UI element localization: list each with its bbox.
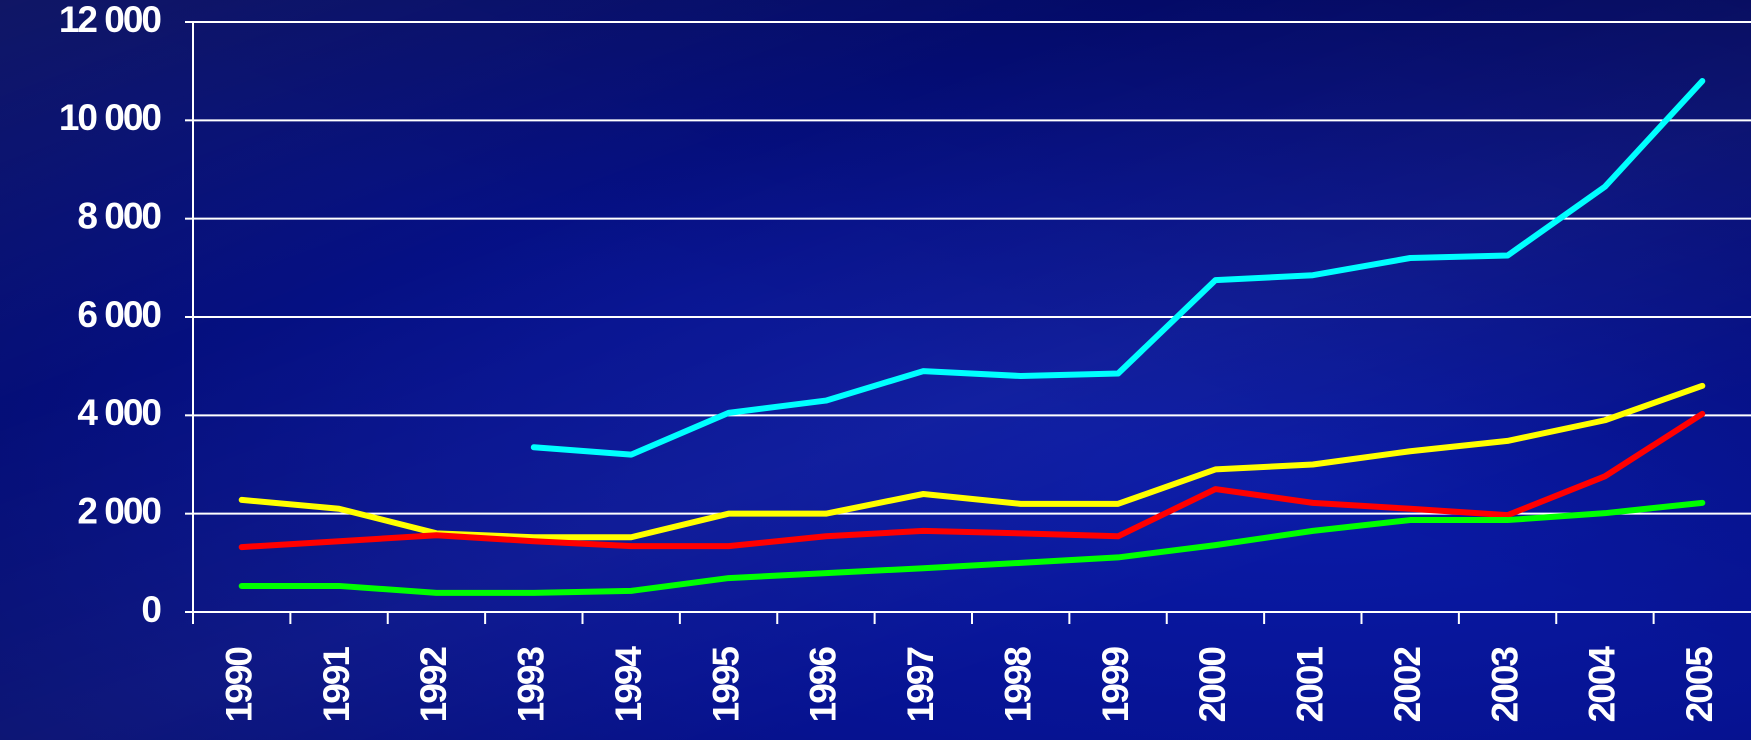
y-tick-label: 2 000 xyxy=(77,490,161,531)
x-tick-label: 2005 xyxy=(1679,647,1720,723)
series-line xyxy=(530,78,1706,458)
x-tick-label: 1997 xyxy=(900,648,941,723)
x-tick-label: 1996 xyxy=(803,647,844,723)
y-tick-label: 12 000 xyxy=(59,0,162,40)
x-tick-label: 1992 xyxy=(413,647,454,723)
x-tick-label: 2000 xyxy=(1192,647,1233,723)
x-tick-label: 2001 xyxy=(1290,647,1331,723)
y-tick-label: 8 000 xyxy=(77,195,161,236)
y-tick-label: 10 000 xyxy=(59,97,162,138)
x-tick-label: 2004 xyxy=(1582,646,1623,723)
x-tick-label: 1994 xyxy=(608,646,649,723)
y-tick-label: 4 000 xyxy=(77,392,161,433)
x-tick-label: 1995 xyxy=(705,647,746,723)
series-line xyxy=(238,410,1706,551)
x-tick-label: 2002 xyxy=(1387,647,1428,723)
x-tick-label: 1999 xyxy=(1095,647,1136,723)
x-tick-label: 1991 xyxy=(316,647,357,723)
x-tick-label: 2003 xyxy=(1484,647,1525,723)
y-tick-label: 6 000 xyxy=(77,294,161,335)
x-tick-label: 1998 xyxy=(997,647,1038,723)
x-tick-label: 1990 xyxy=(218,647,259,723)
y-tick-label: 0 xyxy=(141,589,161,630)
series-line xyxy=(238,499,1706,596)
x-tick-label: 1993 xyxy=(511,647,552,723)
